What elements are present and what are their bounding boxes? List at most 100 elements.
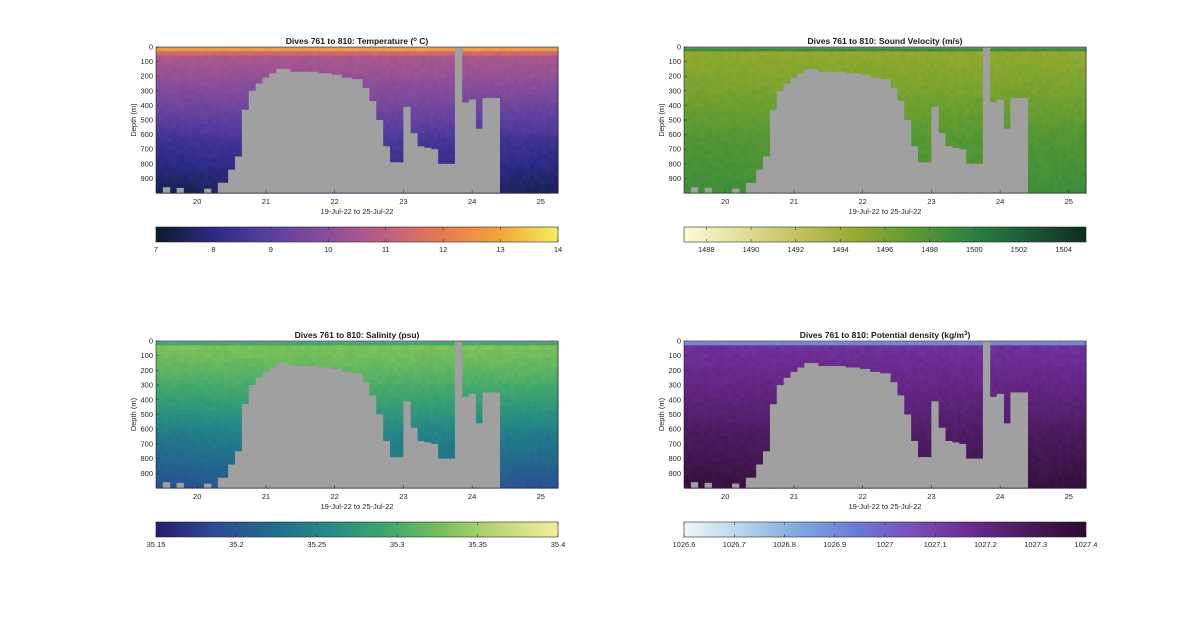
panel-2: Dives 761 to 810: Sound Velocity (m/s) 0 1… — [657, 36, 1087, 254]
y-tick-label: 400 — [140, 101, 153, 110]
y-axis-label: Depth (m) — [129, 397, 138, 431]
colorbar-tick-label: 13 — [496, 245, 504, 254]
x-tick-label: 25 — [1065, 197, 1073, 206]
colorbar-tick-label: 1026.6 — [673, 540, 696, 549]
y-tick-label: 0 — [149, 43, 153, 52]
x-tick-label: 24 — [996, 197, 1004, 206]
y-tick-label: 200 — [668, 72, 681, 81]
colorbar-tick-label: 7 — [154, 245, 158, 254]
x-tick-label: 20 — [721, 492, 729, 501]
x-axis-label: 19-Jul-22 to 25-Jul-22 — [321, 207, 394, 216]
colorbar-tick-label: 12 — [439, 245, 447, 254]
x-tick-label: 21 — [262, 492, 270, 501]
y-tick-label: 900 — [668, 174, 681, 183]
y-tick-label: 0 — [677, 337, 681, 346]
x-tick-label: 22 — [858, 492, 866, 501]
colorbar — [155, 521, 559, 538]
y-tick-label: 900 — [140, 174, 153, 183]
colorbar-tick-label: 1026.7 — [723, 540, 746, 549]
x-tick-label: 24 — [996, 492, 1004, 501]
colorbar-tick-label: 1488 — [698, 245, 715, 254]
y-tick-label: 200 — [668, 366, 681, 375]
x-tick-label: 25 — [537, 492, 545, 501]
colorbar-tick-label: 1494 — [832, 245, 849, 254]
y-tick-label: 800 — [668, 159, 681, 168]
panel-title: Dives 761 to 810: Temperature (o C) — [286, 36, 429, 46]
colorbar-tick-label: 1027 — [877, 540, 894, 549]
x-tick-label: 22 — [330, 492, 338, 501]
x-tick-label: 22 — [330, 197, 338, 206]
colorbar-tick-label: 1492 — [787, 245, 804, 254]
y-tick-label: 400 — [668, 101, 681, 110]
y-tick-label: 300 — [668, 381, 681, 390]
x-axis-label: 19-Jul-22 to 25-Jul-22 — [849, 207, 922, 216]
y-axis-label: Depth (m) — [657, 397, 666, 431]
colorbar-tick-label: 1502 — [1011, 245, 1028, 254]
y-tick-label: 400 — [668, 395, 681, 404]
y-tick-label: 600 — [140, 130, 153, 139]
colorbar-tick-label: 35.2 — [229, 540, 244, 549]
y-axis-label: Depth (m) — [657, 103, 666, 137]
y-tick-label: 500 — [668, 410, 681, 419]
seafloor-mask — [156, 341, 558, 488]
y-tick-label: 400 — [140, 395, 153, 404]
panel-title: Dives 761 to 810: Potential density (kg/… — [800, 330, 971, 340]
y-tick-label: 500 — [668, 116, 681, 125]
y-tick-label: 600 — [668, 130, 681, 139]
y-tick-label: 500 — [140, 410, 153, 419]
x-tick-label: 23 — [927, 197, 935, 206]
colorbar-tick-label: 1027.2 — [974, 540, 997, 549]
colorbar-tick-label: 9 — [269, 245, 273, 254]
y-tick-label: 900 — [140, 469, 153, 478]
y-tick-label: 100 — [668, 57, 681, 66]
y-tick-label: 900 — [668, 469, 681, 478]
colorbar-tick-label: 1500 — [966, 245, 983, 254]
y-tick-label: 600 — [668, 425, 681, 434]
x-tick-label: 23 — [399, 197, 407, 206]
panel-3: Dives 761 to 810: Salinity (psu) 0 100 200 3… — [129, 330, 565, 549]
x-axis-label: 19-Jul-22 to 25-Jul-22 — [321, 502, 394, 511]
y-tick-label: 100 — [140, 57, 153, 66]
panel-title: Dives 761 to 810: Salinity (psu) — [295, 330, 420, 340]
y-tick-label: 700 — [140, 145, 153, 154]
y-axis-label: Depth (m) — [129, 103, 138, 137]
y-tick-label: 300 — [140, 86, 153, 95]
colorbar-tick-label: 35.25 — [307, 540, 326, 549]
colorbar-tick-label: 35.4 — [551, 540, 566, 549]
seafloor-mask — [684, 341, 1086, 488]
colorbar-tick-label: 1027.3 — [1024, 540, 1047, 549]
colorbar-tick-label: 14 — [554, 245, 562, 254]
y-tick-label: 300 — [140, 381, 153, 390]
y-tick-label: 500 — [140, 116, 153, 125]
colorbar-tick-label: 1027.4 — [1075, 540, 1098, 549]
colorbar-tick-label: 35.3 — [390, 540, 405, 549]
x-tick-label: 21 — [790, 492, 798, 501]
colorbar-tick-label: 1026.9 — [823, 540, 846, 549]
colorbar — [155, 226, 559, 243]
x-tick-label: 21 — [262, 197, 270, 206]
panel-4: Dives 761 to 810: Potential density (kg/… — [657, 330, 1097, 549]
x-tick-label: 22 — [858, 197, 866, 206]
colorbar-tick-label: 1027.1 — [924, 540, 947, 549]
y-tick-label: 200 — [140, 72, 153, 81]
x-tick-label: 24 — [468, 197, 476, 206]
colorbar-tick-label: 11 — [382, 245, 390, 254]
seafloor-mask — [684, 47, 1086, 193]
panel-title: Dives 761 to 810: Sound Velocity (m/s) — [808, 36, 963, 46]
colorbar-tick-label: 1026.8 — [773, 540, 796, 549]
colorbar-tick-label: 1490 — [743, 245, 760, 254]
y-tick-label: 100 — [140, 351, 153, 360]
x-tick-label: 21 — [790, 197, 798, 206]
colorbar-tick-label: 1504 — [1055, 245, 1072, 254]
colorbar-tick-label: 35.15 — [147, 540, 166, 549]
x-tick-label: 24 — [468, 492, 476, 501]
y-tick-label: 600 — [140, 425, 153, 434]
colorbar-tick-label: 10 — [324, 245, 332, 254]
x-tick-label: 20 — [193, 492, 201, 501]
x-tick-label: 20 — [193, 197, 201, 206]
panel-1: Dives 761 to 810: Temperature (o C) 0 100 2… — [129, 36, 562, 254]
y-tick-label: 700 — [668, 145, 681, 154]
colorbar-tick-label: 8 — [211, 245, 215, 254]
x-tick-label: 25 — [1065, 492, 1073, 501]
